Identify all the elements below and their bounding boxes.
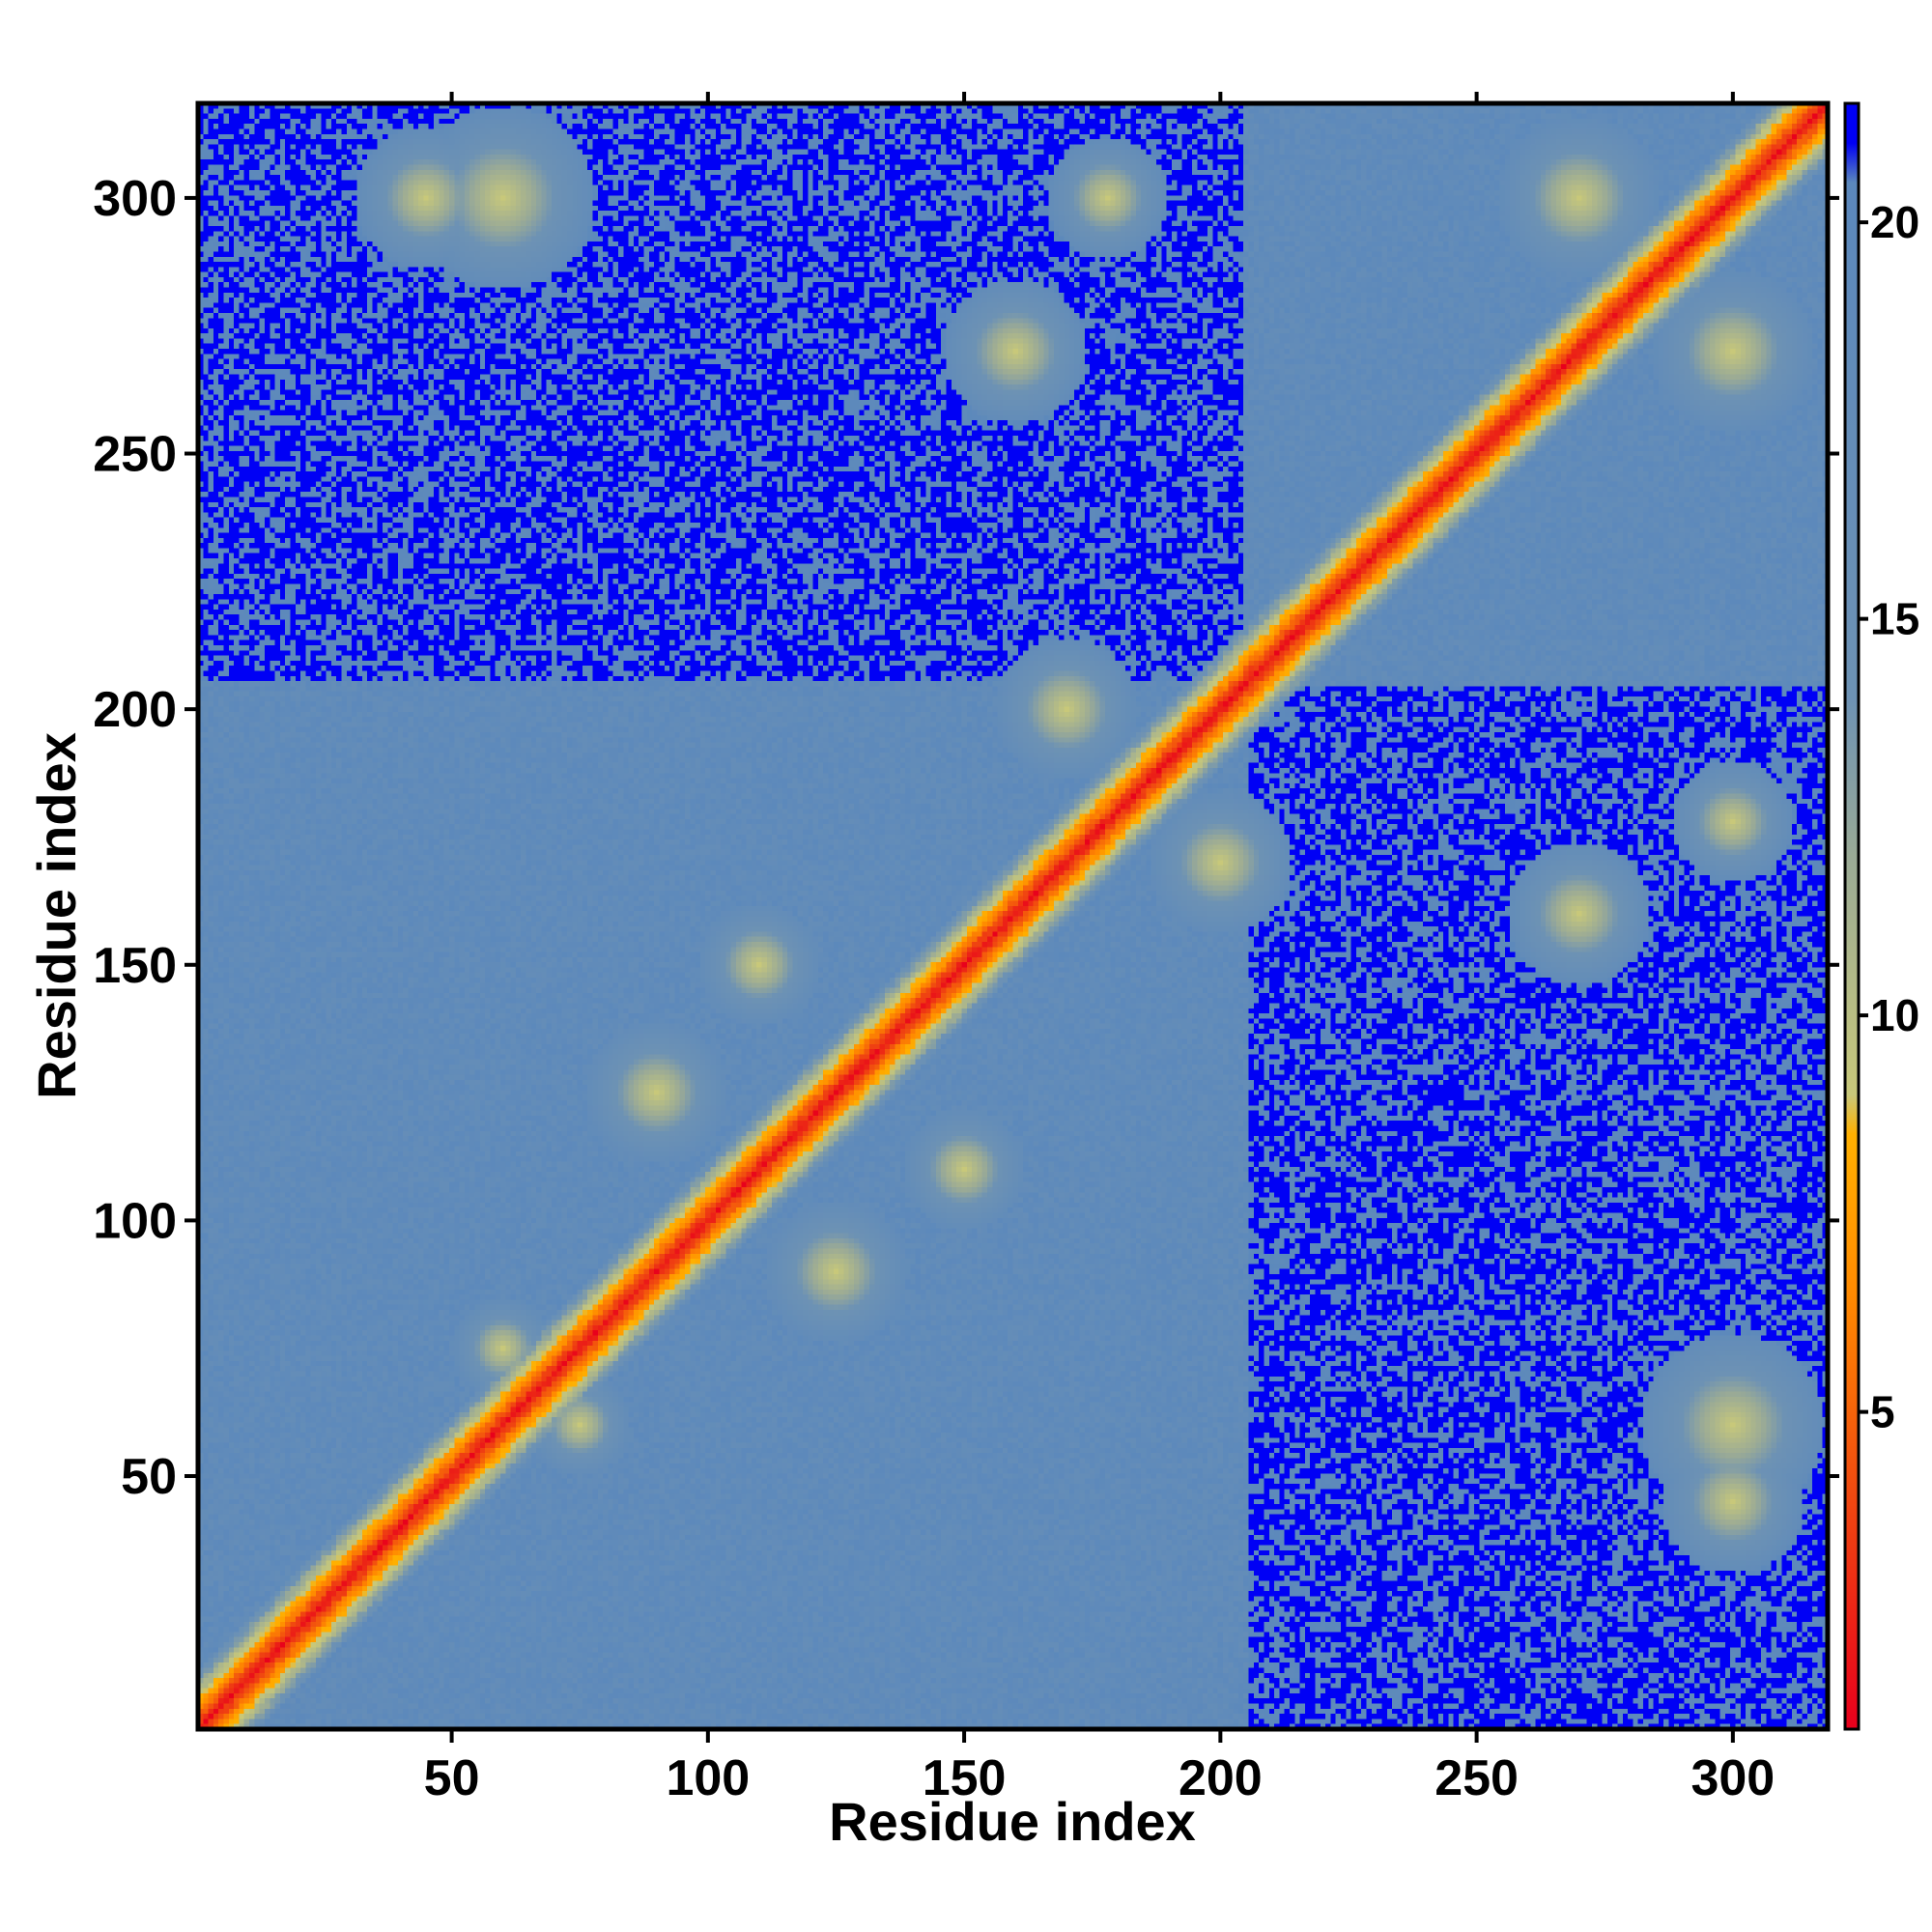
x-tick-label: 50 [424, 1750, 480, 1806]
y-tick-label: 100 [93, 1193, 177, 1249]
colorbar-tick-label: 5 [1870, 1387, 1895, 1437]
colorbar-tick-label: 20 [1870, 197, 1919, 247]
right-axis-ticks [1828, 195, 1839, 1479]
y-tick-label: 200 [93, 682, 177, 738]
x-tick-label: 250 [1435, 1750, 1519, 1806]
y-tick-label: 300 [93, 171, 177, 227]
y-tick-label: 150 [93, 938, 177, 994]
y-tick-label: 50 [121, 1449, 177, 1505]
y-tick-label: 250 [93, 427, 177, 483]
y-axis-title: Residue index [26, 732, 87, 1099]
x-tick-label: 100 [666, 1750, 750, 1806]
y-axis: 50 100 150 200 250 300 [93, 171, 198, 1505]
colorbar: 5 10 15 20 [1843, 101, 1919, 1731]
x-tick-label: 300 [1690, 1750, 1775, 1806]
x-tick-label: 200 [1179, 1750, 1263, 1806]
colorbar-gradient [1843, 101, 1861, 1731]
colorbar-tick-label: 15 [1870, 594, 1919, 644]
colorbar-tick-label: 10 [1870, 990, 1919, 1040]
top-axis-ticks [449, 92, 1735, 103]
plot-frame [195, 100, 1831, 1732]
heatmap-cells [198, 103, 1828, 1729]
x-axis: 50 100 150 200 250 300 [424, 1729, 1775, 1806]
x-tick-label: 150 [923, 1750, 1007, 1806]
heatmap-image [198, 103, 1828, 1729]
x-axis-title: Residue index [829, 1791, 1196, 1852]
